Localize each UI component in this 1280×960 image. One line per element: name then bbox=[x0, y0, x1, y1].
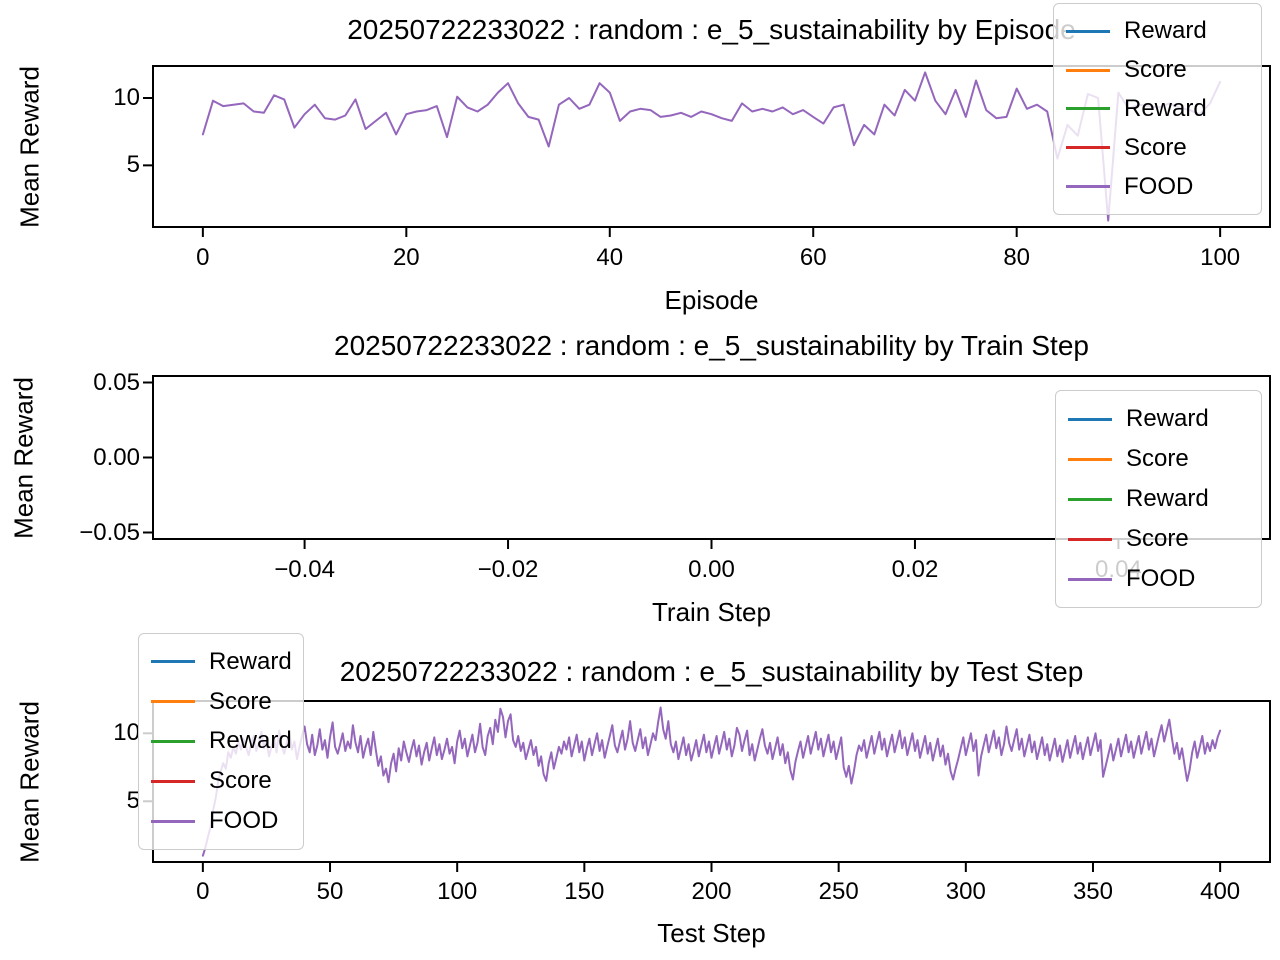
legend-line-icon bbox=[1068, 457, 1112, 461]
legend-label: FOOD bbox=[209, 807, 279, 835]
plot-area bbox=[143, 65, 1271, 237]
legend-label: Reward bbox=[1124, 94, 1207, 122]
x-tick-label: −0.04 bbox=[274, 556, 335, 583]
legend-label: Reward bbox=[209, 647, 292, 675]
legend-line-icon bbox=[151, 660, 195, 664]
train-step-x-axis-label: Train Step bbox=[652, 597, 771, 627]
legend-item: Score bbox=[1066, 134, 1249, 162]
food-series-line bbox=[201, 706, 1222, 857]
x-tick-label: 100 bbox=[1200, 244, 1241, 271]
legend-line-icon bbox=[1066, 68, 1110, 72]
legend-item: Score bbox=[1068, 525, 1249, 553]
legend-label: Reward bbox=[1126, 485, 1209, 512]
legend-line-icon bbox=[1066, 29, 1110, 33]
axes-spines bbox=[152, 375, 1271, 540]
y-tick-label: 10 bbox=[113, 84, 140, 111]
x-tick-label: 20 bbox=[392, 244, 420, 271]
test-step-chart-title: 20250722233022 : random : e_5_sustainabi… bbox=[339, 656, 1084, 687]
x-tick-label: 200 bbox=[691, 878, 732, 905]
food-series-line bbox=[201, 71, 1222, 222]
legend-label: Score bbox=[1126, 445, 1189, 472]
plot-area bbox=[143, 700, 1271, 872]
legend-line-icon bbox=[1066, 185, 1110, 189]
train-step-chart-title: 20250722233022 : random : e_5_sustainabi… bbox=[334, 330, 1089, 361]
legend-item: Score bbox=[1066, 56, 1249, 84]
legend-item: Reward bbox=[1066, 17, 1249, 45]
legend-item: Reward bbox=[1066, 95, 1249, 123]
x-tick-label: 400 bbox=[1200, 878, 1241, 905]
legend-item: Score bbox=[151, 767, 291, 795]
y-tick-label: 5 bbox=[126, 151, 140, 179]
legend-item: FOOD bbox=[1066, 173, 1249, 201]
test-step-y-axis-label: Mean Reward bbox=[14, 700, 45, 863]
legend-label: Score bbox=[209, 767, 272, 795]
legend-line-icon bbox=[1068, 577, 1112, 581]
legend-item: Reward bbox=[151, 727, 292, 755]
legend-line-icon bbox=[1066, 146, 1110, 150]
legend-label: Score bbox=[1124, 56, 1187, 84]
legend-label: Score bbox=[1124, 133, 1187, 161]
legend-label: Reward bbox=[209, 727, 292, 755]
legend-label: Reward bbox=[1126, 405, 1209, 432]
x-tick-label: 0.04 bbox=[1095, 556, 1142, 583]
axes-spines bbox=[152, 700, 1271, 863]
y-tick-label: 5 bbox=[126, 787, 140, 815]
episode-y-axis-label: Mean Reward bbox=[14, 65, 45, 228]
x-tick-label: 0 bbox=[196, 878, 210, 905]
legend: Reward Score Reward Score FOOD bbox=[1055, 390, 1262, 608]
y-tick-label: −0.05 bbox=[79, 518, 140, 546]
x-tick-label: 50 bbox=[316, 878, 344, 905]
legend-line-icon bbox=[151, 779, 195, 783]
episode-chart-title: 20250722233022 : random : e_5_sustainabi… bbox=[347, 14, 1076, 45]
x-tick-label: 250 bbox=[818, 878, 859, 905]
x-tick-label: 350 bbox=[1072, 878, 1113, 905]
legend-item: Reward bbox=[1068, 405, 1249, 433]
legend-label: Reward bbox=[1124, 17, 1207, 45]
legend-item: Score bbox=[1068, 445, 1249, 473]
y-tick-label: 0.00 bbox=[93, 443, 140, 471]
test-step-x-axis-label: Test Step bbox=[657, 918, 766, 948]
axes-spines bbox=[152, 65, 1271, 228]
legend-label: Score bbox=[1126, 525, 1189, 552]
legend: Reward Score Reward Score FOOD bbox=[1053, 3, 1262, 215]
plot-area bbox=[143, 375, 1271, 549]
legend-item: FOOD bbox=[1068, 565, 1249, 593]
legend-item: Score bbox=[151, 688, 291, 716]
legend-line-icon bbox=[1068, 417, 1112, 421]
legend-label: FOOD bbox=[1124, 172, 1194, 200]
legend: Reward Score Reward Score FOOD bbox=[138, 633, 304, 850]
legend-item: Reward bbox=[151, 647, 292, 676]
x-tick-label: −0.02 bbox=[477, 556, 539, 583]
x-tick-label: 300 bbox=[945, 878, 986, 905]
legend-item: FOOD bbox=[151, 807, 291, 835]
x-tick-label: 0.00 bbox=[688, 556, 735, 583]
legend-line-icon bbox=[1068, 497, 1112, 501]
train-step-y-axis-label: Mean Reward bbox=[8, 376, 39, 539]
legend-item: Reward bbox=[1068, 485, 1249, 513]
legend-line-icon bbox=[151, 700, 195, 704]
y-tick-label: 10 bbox=[113, 719, 140, 747]
legend-line-icon bbox=[151, 739, 195, 743]
x-tick-label: 40 bbox=[596, 244, 624, 271]
x-tick-label: 80 bbox=[1003, 244, 1031, 271]
y-tick-label: 0.05 bbox=[93, 368, 140, 396]
x-tick-label: 60 bbox=[799, 244, 827, 271]
episode-x-axis-label: Episode bbox=[664, 285, 759, 315]
legend-line-icon bbox=[1068, 537, 1112, 541]
x-tick-label: 0 bbox=[196, 244, 210, 271]
x-tick-label: 0.02 bbox=[891, 556, 939, 583]
legend-line-icon bbox=[1066, 107, 1110, 111]
legend-line-icon bbox=[151, 819, 195, 823]
legend-label: FOOD bbox=[1126, 565, 1196, 592]
legend-label: Score bbox=[209, 687, 272, 715]
x-tick-label: 100 bbox=[437, 878, 478, 905]
x-tick-label: 150 bbox=[564, 878, 605, 905]
